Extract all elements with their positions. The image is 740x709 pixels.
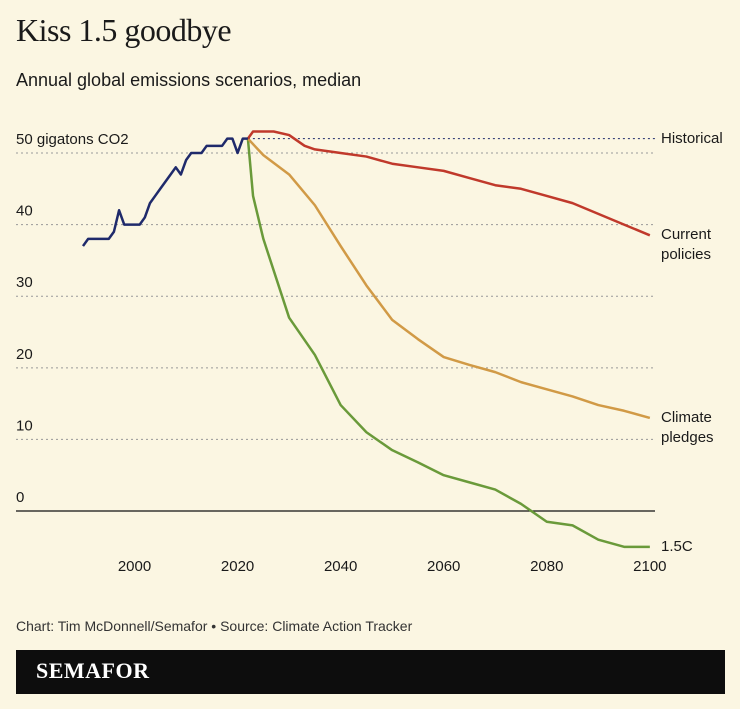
y-tick-label: 30 bbox=[16, 274, 33, 291]
y-tick-label: 40 bbox=[16, 203, 33, 220]
source-note: Chart: Tim McDonnell/Semafor • Source: C… bbox=[16, 618, 413, 634]
x-tick-label: 2080 bbox=[530, 558, 563, 575]
y-tick-label: 0 bbox=[16, 489, 24, 506]
x-tick-label: 2040 bbox=[324, 558, 357, 575]
title: Kiss 1.5 goodbye bbox=[16, 12, 232, 48]
y-tick-label: 20 bbox=[16, 346, 33, 363]
y-tick-label: 10 bbox=[16, 417, 33, 434]
series-label: Climate pledges bbox=[661, 408, 714, 446]
subtitle: Annual global emissions scenarios, media… bbox=[16, 70, 362, 90]
y-tick-label: 50 gigatons CO2 bbox=[16, 131, 129, 148]
series-line bbox=[246, 138, 650, 549]
x-tick-label: 2020 bbox=[221, 558, 254, 575]
x-tick-label: 2060 bbox=[427, 558, 460, 575]
series-label: Current policies bbox=[661, 226, 712, 264]
x-tick-label: 2100 bbox=[633, 558, 666, 575]
series-line bbox=[246, 137, 651, 420]
series-label: Historical bbox=[661, 129, 723, 147]
brand-bar: SEMAFOR bbox=[16, 650, 725, 694]
series-line bbox=[246, 130, 651, 237]
series-line bbox=[81, 137, 248, 247]
series-label: 1.5C bbox=[661, 537, 693, 555]
brand-logo: SEMAFOR bbox=[36, 658, 150, 683]
x-tick-label: 2000 bbox=[118, 558, 151, 575]
